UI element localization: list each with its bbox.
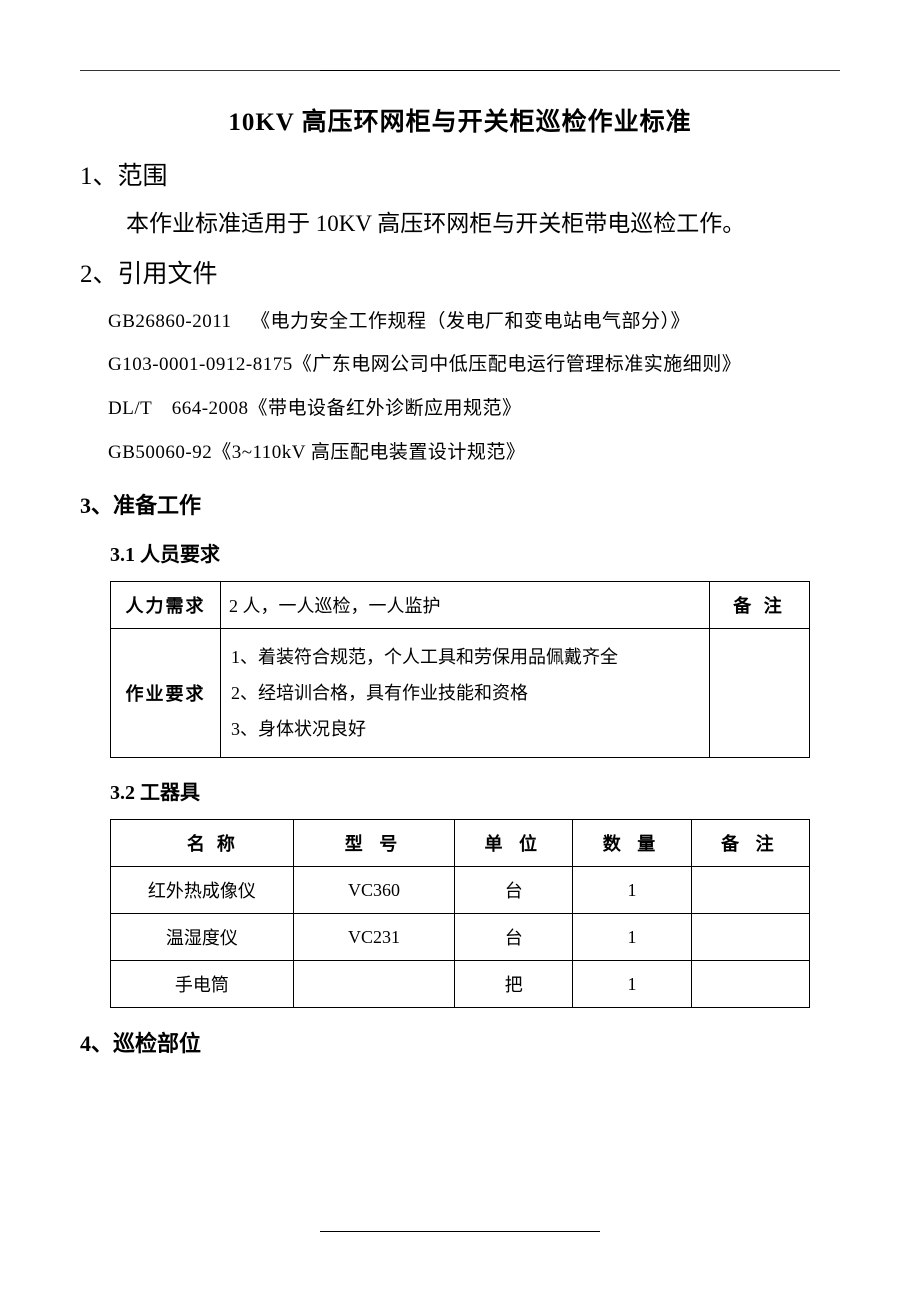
cell-name: 手电筒: [111, 961, 294, 1008]
table-row: 作业要求 1、着装符合规范，个人工具和劳保用品佩戴齐全 2、经培训合格，具有作业…: [111, 629, 810, 758]
col-name-char2: 称: [217, 834, 235, 854]
cell-name: 红外热成像仪: [111, 867, 294, 914]
cell-unit: 把: [455, 961, 573, 1008]
personnel-table: 人力需求 2 人，一人巡检，一人监护 备 注 作业要求 1、着装符合规范，个人工…: [110, 581, 810, 758]
top-rule: [80, 70, 840, 72]
cell-label: 作业要求: [111, 629, 221, 758]
cell-requirements: 1、着装符合规范，个人工具和劳保用品佩戴齐全 2、经培训合格，具有作业技能和资格…: [221, 629, 710, 758]
cell-remark: [710, 629, 810, 758]
cell-remark: [691, 914, 809, 961]
cell-model: VC231: [293, 914, 454, 961]
cell-name: 温湿度仪: [111, 914, 294, 961]
cell-unit: 台: [455, 867, 573, 914]
cell-model: [293, 961, 454, 1008]
cell-qty: 1: [573, 961, 691, 1008]
col-model: 型 号: [293, 820, 454, 867]
table-row: 人力需求 2 人，一人巡检，一人监护 备 注: [111, 582, 810, 629]
requirement-line: 2、经培训合格，具有作业技能和资格: [231, 675, 699, 711]
table-header-row: 名称 型 号 单 位 数 量 备 注: [111, 820, 810, 867]
section-3-1-heading: 3.1 人员要求: [110, 538, 840, 567]
cell-unit: 台: [455, 914, 573, 961]
section-3-heading: 3、准备工作: [80, 488, 840, 520]
cell-qty: 1: [573, 914, 691, 961]
reference-list: GB26860-2011 《电力安全工作规程（发电厂和变电站电气部分）》 G10…: [108, 300, 840, 475]
section-3-2-heading: 3.2 工器具: [110, 776, 840, 805]
section-1-heading: 1、范围: [80, 156, 840, 192]
section-4-heading: 4、巡检部位: [80, 1026, 840, 1058]
document-title: 10KV 高压环网柜与开关柜巡检作业标准: [80, 102, 840, 138]
cell-remark-header: 备 注: [710, 582, 810, 629]
reference-item: G103-0001-0912-8175《广东电网公司中低压配电运行管理标准实施细…: [108, 343, 840, 387]
col-qty: 数 量: [573, 820, 691, 867]
section-1-body: 本作业标准适用于 10KV 高压环网柜与开关柜带电巡检工作。: [80, 202, 840, 246]
cell-label: 人力需求: [111, 582, 221, 629]
document-page: 10KV 高压环网柜与开关柜巡检作业标准 1、范围 本作业标准适用于 10KV …: [0, 0, 920, 1132]
reference-item: DL/T 664-2008《带电设备红外诊断应用规范》: [108, 387, 840, 431]
cell-remark: [691, 867, 809, 914]
cell-model: VC360: [293, 867, 454, 914]
reference-item: GB26860-2011 《电力安全工作规程（发电厂和变电站电气部分）》: [108, 300, 840, 344]
table-row: 手电筒 把 1: [111, 961, 810, 1008]
tools-table: 名称 型 号 单 位 数 量 备 注 红外热成像仪 VC360 台 1 温湿度仪…: [110, 819, 810, 1008]
bottom-rule: [320, 1231, 600, 1232]
table-row: 温湿度仪 VC231 台 1: [111, 914, 810, 961]
requirement-line: 3、身体状况良好: [231, 711, 699, 747]
col-name: 名称: [111, 820, 294, 867]
section-2-heading: 2、引用文件: [80, 254, 840, 290]
cell-remark: [691, 961, 809, 1008]
cell-value: 2 人，一人巡检，一人监护: [221, 582, 710, 629]
col-unit: 单 位: [455, 820, 573, 867]
requirement-line: 1、着装符合规范，个人工具和劳保用品佩戴齐全: [231, 639, 699, 675]
col-name-char1: 名: [169, 834, 217, 854]
reference-item: GB50060-92《3~110kV 高压配电装置设计规范》: [108, 431, 840, 475]
top-rule-inner: [320, 70, 600, 71]
col-remark: 备 注: [691, 820, 809, 867]
table-row: 红外热成像仪 VC360 台 1: [111, 867, 810, 914]
cell-qty: 1: [573, 867, 691, 914]
